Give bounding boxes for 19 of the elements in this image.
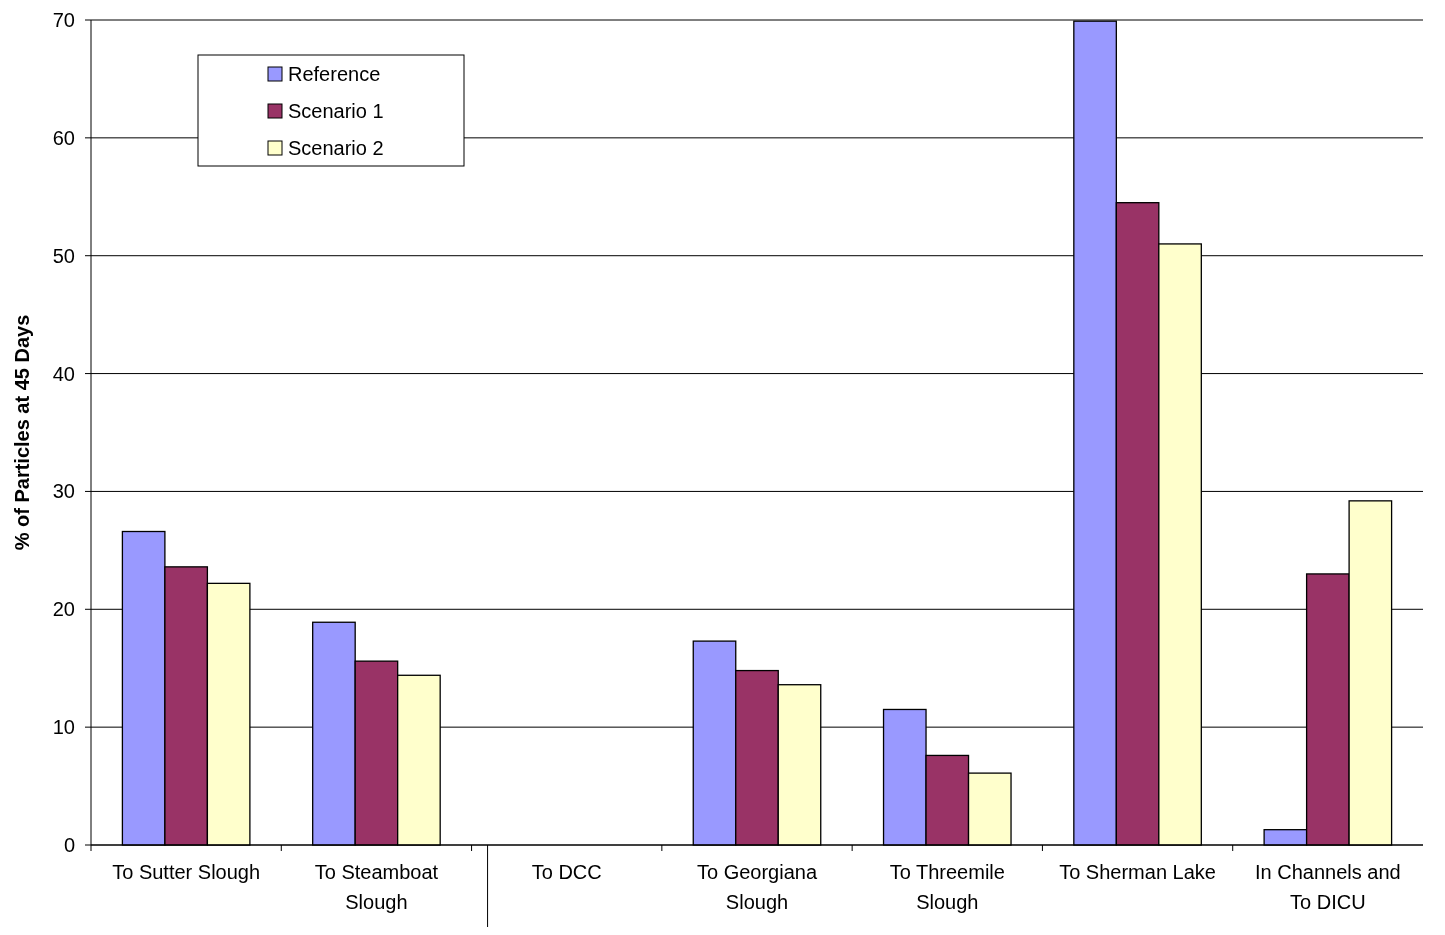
x-tick-label: To Threemile Slough: [889, 861, 1005, 913]
y-tick-label: 0: [63, 834, 75, 856]
y-tick-label: 30: [52, 480, 75, 503]
x-tick-label: To Steamboat Slough: [314, 861, 439, 913]
x-tick-label: To Georgiana Slough: [696, 861, 818, 913]
y-tick-label: 20: [52, 598, 75, 621]
y-tick-label: 60: [52, 126, 75, 149]
y-tick-label: 10: [52, 716, 75, 739]
legend-label: Scenario 1: [288, 100, 384, 122]
x-tick-label: To DCC: [531, 861, 602, 883]
x-tick-label: To Sutter Slough: [112, 861, 261, 883]
y-tick-label: 50: [52, 244, 75, 267]
x-tick-label: To Sherman Lake: [1059, 861, 1216, 883]
legend-label: Scenario 2: [288, 137, 384, 159]
y-axis-title: % of Particles at 45 Days: [11, 314, 33, 551]
y-tick-label: 40: [52, 362, 75, 385]
y-tick-label: 70: [52, 9, 75, 31]
x-tick-label: In Channels and To DICU: [1255, 861, 1401, 913]
legend-label: Reference: [288, 63, 381, 85]
